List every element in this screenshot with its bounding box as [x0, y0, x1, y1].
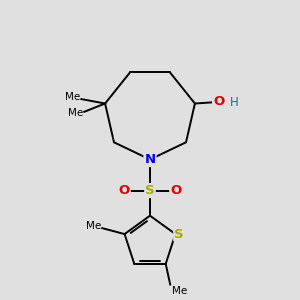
Text: O: O	[213, 95, 224, 108]
Text: N: N	[144, 153, 156, 166]
Text: Me: Me	[64, 92, 80, 102]
Text: Me: Me	[85, 221, 101, 231]
Text: O: O	[170, 184, 182, 197]
Text: H: H	[230, 95, 239, 109]
Text: O: O	[118, 184, 130, 197]
Text: S: S	[174, 228, 184, 241]
Text: Me: Me	[172, 286, 187, 296]
Text: Me: Me	[68, 108, 83, 118]
Text: S: S	[145, 184, 155, 197]
